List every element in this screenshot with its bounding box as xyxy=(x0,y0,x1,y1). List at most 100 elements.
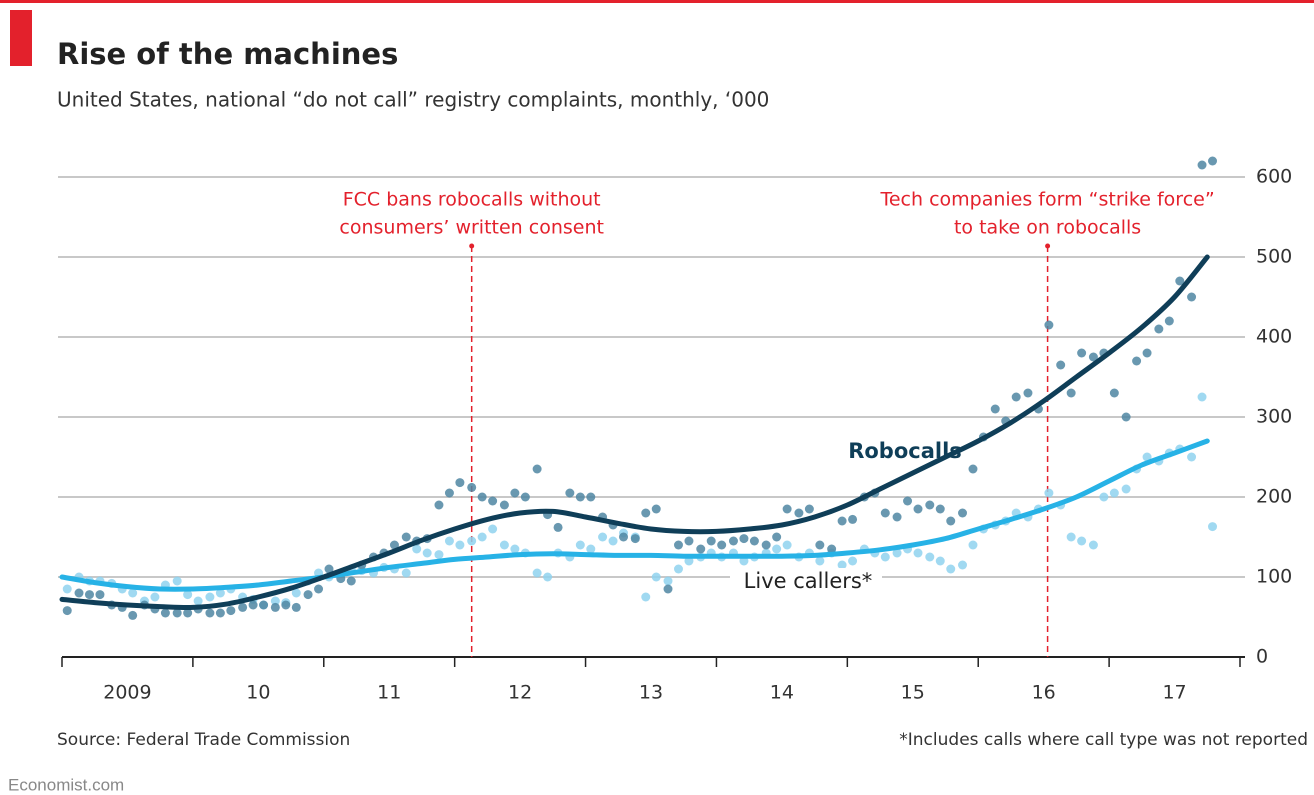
top-rule xyxy=(0,0,1314,3)
data-point xyxy=(673,564,683,574)
data-point xyxy=(684,556,694,566)
data-point xyxy=(205,608,215,618)
data-point xyxy=(1208,522,1218,532)
data-point xyxy=(128,588,138,598)
data-point xyxy=(455,540,465,550)
y-tick-label: 400 xyxy=(1256,326,1292,348)
data-point xyxy=(717,540,727,550)
data-point xyxy=(434,500,444,510)
data-point xyxy=(837,560,847,570)
data-point xyxy=(913,548,923,558)
data-point xyxy=(1154,324,1164,334)
data-point xyxy=(270,602,280,612)
data-point xyxy=(739,556,749,566)
data-point xyxy=(401,568,411,578)
data-point xyxy=(346,576,356,586)
data-point xyxy=(728,536,738,546)
data-point xyxy=(1099,492,1109,502)
y-tick-label: 600 xyxy=(1256,166,1292,188)
data-point xyxy=(532,568,542,578)
data-point xyxy=(663,584,673,594)
data-point xyxy=(488,524,498,534)
x-tick-label: 14 xyxy=(770,682,794,704)
data-point xyxy=(532,464,542,474)
data-point xyxy=(958,560,968,570)
data-point xyxy=(477,492,487,502)
data-point xyxy=(903,496,913,506)
data-point xyxy=(1109,488,1119,498)
annotation-dot xyxy=(469,243,475,249)
data-point xyxy=(238,602,248,612)
legend-label: Live callers* xyxy=(744,569,873,593)
annotation-text: consumers’ written consent xyxy=(339,217,604,239)
data-point xyxy=(303,590,313,600)
data-point xyxy=(193,596,203,606)
data-point xyxy=(837,516,847,526)
data-point xyxy=(673,540,683,550)
data-point xyxy=(1142,452,1152,462)
data-point xyxy=(248,600,258,610)
data-point xyxy=(1066,532,1076,542)
data-point xyxy=(1066,388,1076,398)
data-point xyxy=(619,532,629,542)
data-point xyxy=(434,550,444,560)
data-point xyxy=(586,544,596,554)
annotation-text: to take on robocalls xyxy=(954,217,1141,239)
data-point xyxy=(1056,360,1066,370)
trend-line xyxy=(59,438,1210,592)
data-point xyxy=(935,504,945,514)
data-point xyxy=(1175,276,1185,286)
trend-line xyxy=(59,254,1210,610)
data-point xyxy=(183,590,193,600)
chart-title: Rise of the machines xyxy=(57,37,398,71)
data-point xyxy=(848,556,858,566)
data-point xyxy=(543,572,553,582)
chart-subtitle: United States, national “do not call” re… xyxy=(57,88,769,112)
data-point xyxy=(314,584,324,594)
data-point xyxy=(1187,292,1197,302)
data-point xyxy=(586,492,596,502)
data-point xyxy=(1023,388,1033,398)
data-point xyxy=(794,508,804,518)
data-point xyxy=(761,540,771,550)
data-point xyxy=(946,516,956,526)
data-point xyxy=(565,488,575,498)
data-point xyxy=(520,492,530,502)
data-point xyxy=(651,504,661,514)
data-point xyxy=(1088,540,1098,550)
data-point xyxy=(804,504,814,514)
data-point xyxy=(925,552,935,562)
data-point xyxy=(150,592,160,602)
data-point xyxy=(772,532,782,542)
data-point xyxy=(389,540,399,550)
data-point xyxy=(291,602,301,612)
data-point xyxy=(499,540,509,550)
data-point xyxy=(412,544,422,554)
y-tick-label: 0 xyxy=(1256,646,1268,668)
data-point xyxy=(1044,488,1054,498)
data-point xyxy=(62,584,72,594)
x-tick-label: 10 xyxy=(246,682,270,704)
data-point xyxy=(1088,352,1098,362)
data-point xyxy=(696,544,706,554)
data-point xyxy=(128,610,138,620)
y-tick-label: 500 xyxy=(1256,246,1292,268)
x-tick-label: 17 xyxy=(1162,682,1186,704)
data-point xyxy=(1187,452,1197,462)
data-point xyxy=(553,522,563,532)
data-point xyxy=(990,404,1000,414)
y-tick-label: 100 xyxy=(1256,566,1292,588)
data-point xyxy=(510,544,520,554)
data-point xyxy=(641,592,651,602)
data-point xyxy=(880,552,890,562)
data-point xyxy=(444,536,454,546)
data-point xyxy=(324,564,334,574)
data-point xyxy=(510,488,520,498)
data-point xyxy=(422,548,432,558)
data-point xyxy=(477,532,487,542)
data-point xyxy=(946,564,956,574)
data-point xyxy=(827,544,837,554)
data-point xyxy=(467,536,477,546)
annotation-dot xyxy=(1045,243,1051,249)
